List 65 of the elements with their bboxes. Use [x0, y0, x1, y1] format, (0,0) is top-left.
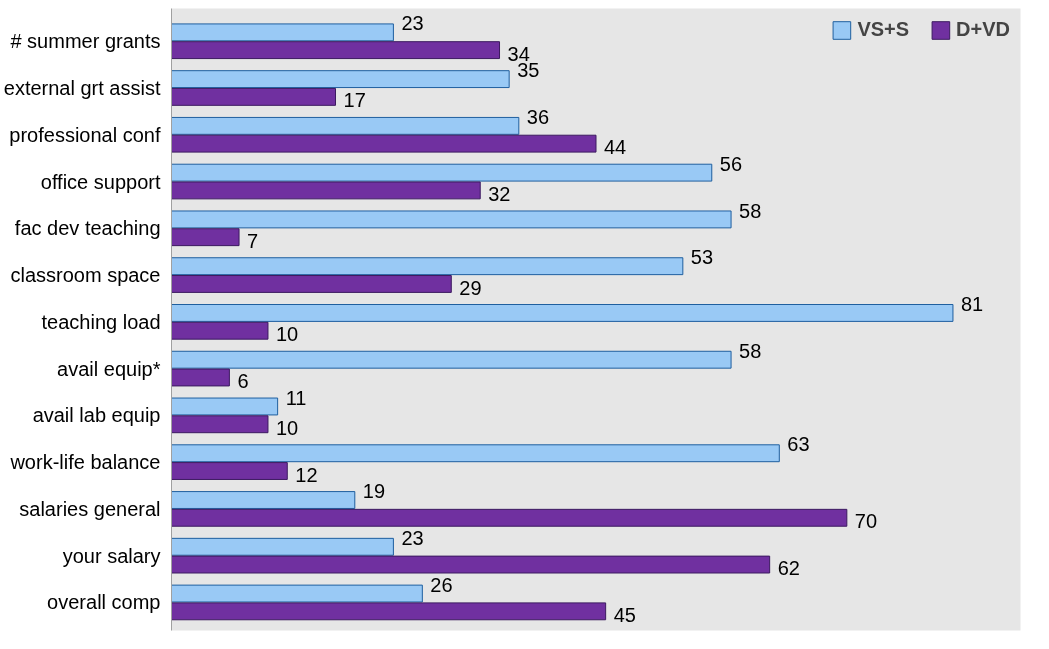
data-label: 23 — [401, 526, 424, 549]
data-label: 36 — [526, 106, 550, 128]
data-label: 81 — [960, 293, 984, 316]
data-label: 45 — [613, 603, 636, 626]
data-label: 62 — [777, 557, 800, 580]
bar — [171, 350, 732, 369]
bar — [171, 555, 771, 574]
y-tick-label: avail lab equip — [32, 404, 161, 427]
data-label: 10 — [275, 323, 299, 346]
bar — [171, 462, 288, 480]
y-tick-label: # summer grants — [10, 30, 161, 53]
data-label: 23 — [401, 12, 424, 35]
bar — [171, 210, 732, 229]
y-tick-label: your salary — [62, 544, 161, 567]
data-label: 7 — [247, 229, 259, 252]
bar — [171, 41, 501, 60]
data-label: 6 — [237, 370, 249, 393]
data-label: 63 — [787, 433, 810, 456]
bar — [171, 70, 510, 89]
data-label: 56 — [719, 152, 743, 175]
y-tick-label: office support — [40, 170, 161, 193]
data-label: 44 — [604, 136, 627, 159]
bar — [171, 87, 337, 106]
bar — [171, 584, 423, 603]
bar — [171, 181, 481, 200]
data-label: 53 — [690, 246, 714, 269]
data-label: 10 — [275, 416, 299, 439]
data-label: 32 — [488, 182, 511, 205]
y-tick-label: work-life balance — [9, 451, 161, 474]
bar — [171, 116, 520, 135]
bar — [171, 537, 394, 556]
y-tick-label: external grt assist — [3, 77, 161, 99]
legend-label: VS+S — [857, 18, 910, 41]
bar — [171, 163, 713, 182]
data-label: 58 — [739, 339, 762, 362]
bar — [171, 228, 240, 247]
bar — [171, 397, 279, 416]
y-tick-label: avail equip* — [57, 357, 161, 380]
bar — [171, 602, 607, 621]
bar — [171, 275, 452, 293]
data-label: 58 — [739, 199, 762, 222]
y-tick-label: professional conf — [9, 123, 161, 146]
bar — [171, 134, 597, 153]
data-label: 26 — [430, 573, 453, 596]
bar — [171, 23, 394, 42]
bar — [171, 444, 780, 463]
bar — [171, 415, 269, 434]
y-tick-label: overall comp — [47, 591, 161, 614]
bar — [171, 257, 684, 276]
bar — [171, 491, 356, 509]
data-label: 70 — [854, 510, 878, 533]
bar — [171, 304, 954, 322]
bar — [171, 368, 230, 387]
bar — [171, 508, 848, 527]
y-tick-label: fac dev teaching — [14, 217, 161, 240]
data-label: 19 — [362, 480, 386, 503]
y-tick-label: teaching load — [41, 310, 161, 333]
data-label: 11 — [285, 386, 307, 409]
y-tick-label: classroom space — [10, 264, 161, 287]
data-label: 29 — [459, 276, 482, 299]
data-label: 12 — [295, 463, 318, 486]
bar — [171, 321, 269, 340]
data-label: 17 — [343, 89, 366, 112]
legend-label: D+VD — [956, 18, 1010, 41]
y-tick-label: salaries general — [19, 497, 161, 520]
